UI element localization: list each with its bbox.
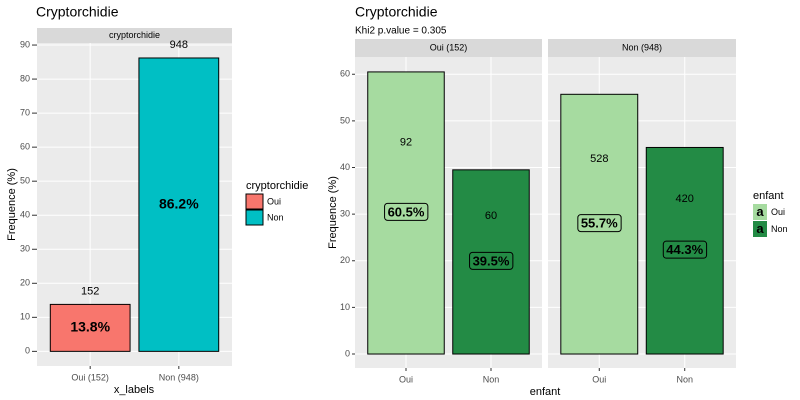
y-tick-label: 20	[20, 278, 30, 288]
legend-key	[245, 209, 264, 226]
y-tick-label: 30	[20, 244, 30, 254]
y-tick-label: 70	[20, 107, 30, 117]
count-label: 420	[676, 193, 694, 205]
y-axis-title: Frequence (%)	[6, 168, 18, 241]
value-label: 60.5%	[388, 204, 425, 219]
legend-key	[753, 204, 767, 220]
y-tick-label: 0	[345, 348, 350, 358]
legend-label: Non	[771, 224, 788, 234]
legend-label: Non	[267, 212, 284, 222]
x-tick-label: Oui	[399, 374, 413, 384]
y-tick-label: 20	[340, 255, 350, 265]
strip	[355, 39, 542, 57]
x-tick-label: Non (948)	[159, 372, 199, 382]
x-axis-title: x_labels	[114, 384, 155, 396]
legend-key	[753, 221, 767, 237]
value-label-box	[662, 240, 708, 259]
legend-key	[245, 193, 264, 210]
count-label: 92	[400, 136, 412, 148]
value-label: 39.5%	[473, 253, 510, 268]
bar	[49, 303, 131, 352]
legend-label: Oui	[771, 207, 785, 217]
count-label: 60	[485, 210, 497, 222]
legend-label: Oui	[267, 196, 281, 206]
y-tick-label: 50	[340, 115, 350, 125]
chart-subtitle: Khi2 p.value = 0.305	[355, 26, 447, 37]
value-label-box	[469, 251, 514, 270]
x-tick-label: Oui (152)	[71, 372, 109, 382]
count-label: 152	[81, 285, 99, 297]
bar	[367, 71, 445, 355]
legend-glyph: a	[756, 221, 764, 236]
value-label-box	[577, 214, 622, 233]
strip-label: Oui (152)	[430, 42, 468, 52]
y-tick-label: 40	[340, 162, 350, 172]
y-tick-label: 90	[20, 39, 30, 49]
x-tick-label: Non	[483, 374, 500, 384]
y-tick-label: 30	[340, 209, 350, 219]
bar	[138, 57, 220, 352]
y-tick-label: 80	[20, 73, 30, 83]
value-label: 44.3%	[666, 242, 703, 257]
y-tick-label: 60	[20, 142, 30, 152]
strip	[37, 28, 232, 43]
legend-glyph: a	[756, 204, 764, 219]
strip-label: cryptorchidie	[109, 30, 160, 40]
x-tick-label: Oui	[592, 374, 606, 384]
y-tick-label: 50	[20, 176, 30, 186]
chart-title: Cryptorchidie	[355, 4, 438, 20]
bar	[452, 169, 530, 355]
x-axis-title: enfant	[530, 386, 561, 398]
legend-title: enfant	[753, 190, 784, 202]
bar	[645, 146, 724, 355]
strip-label: Non (948)	[622, 42, 662, 52]
value-label: 86.2%	[159, 195, 199, 211]
value-label-box	[384, 202, 429, 221]
bar	[560, 93, 639, 355]
value-label: 55.7%	[581, 216, 618, 231]
count-label: 528	[590, 153, 608, 165]
count-label: 948	[170, 39, 188, 51]
strip	[548, 39, 736, 57]
value-label: 13.8%	[70, 319, 110, 335]
x-tick-label: Non	[676, 374, 693, 384]
y-tick-label: 10	[20, 312, 30, 322]
y-tick-label: 10	[340, 302, 350, 312]
legend-title: cryptorchidie	[246, 180, 308, 192]
chart-title: Cryptorchidie	[36, 4, 119, 20]
y-tick-label: 40	[20, 210, 30, 220]
y-axis-title: Frequence (%)	[327, 176, 339, 249]
y-tick-label: 0	[25, 346, 30, 356]
y-tick-label: 60	[340, 69, 350, 79]
